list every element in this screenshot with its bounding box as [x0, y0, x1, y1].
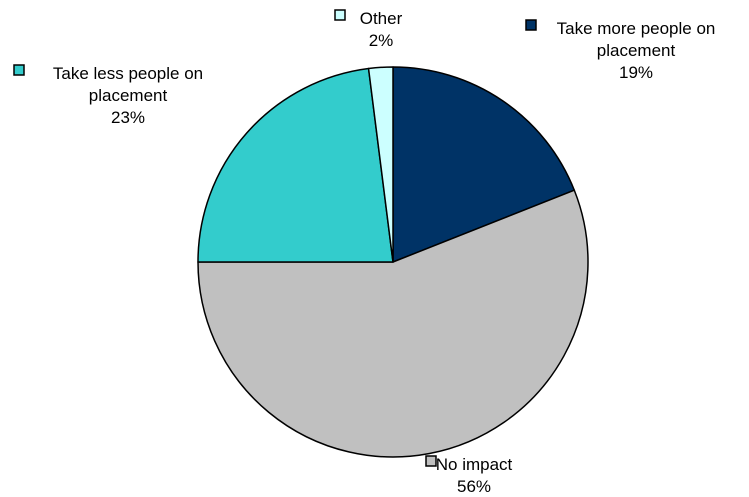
legend-key-1	[425, 455, 437, 467]
legend-key-2	[13, 64, 25, 76]
legend-key-3	[334, 9, 346, 21]
slice-category-label-0-0: Take more people on	[557, 19, 716, 38]
slice-category-label-2-1: placement	[89, 86, 168, 105]
pie-slice-1	[197, 189, 589, 458]
slice-value-label-1: 56%	[457, 477, 491, 496]
slice-category-label-2-0: Take less people on	[53, 64, 203, 83]
slice-value-label-0: 19%	[619, 63, 653, 82]
slice-value-label-2: 23%	[111, 108, 145, 127]
pie-slice-0	[392, 66, 576, 263]
pie-slice-2	[197, 67, 394, 263]
pie-slice-3	[367, 66, 394, 263]
slice-label-3: Other 2%	[334, 9, 403, 50]
legend-key-0	[525, 19, 537, 31]
pie-slices	[197, 66, 589, 458]
slice-label-1: No impact 56%	[425, 455, 513, 496]
slice-category-label-0-1: placement	[597, 41, 676, 60]
slice-label-0: Take more people on placement 19%	[525, 19, 716, 82]
slice-value-label-3: 2%	[369, 31, 394, 50]
slice-label-2: Take less people on placement 23%	[13, 64, 203, 127]
slice-labels: Take more people on placement 19% No impact…	[13, 9, 716, 496]
slice-category-label-1-0: No impact	[436, 455, 513, 474]
slice-category-label-3-0: Other	[360, 9, 403, 28]
